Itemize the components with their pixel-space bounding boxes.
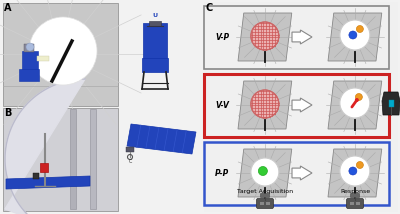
Bar <box>388 100 394 107</box>
Bar <box>37 56 49 61</box>
Circle shape <box>349 167 357 175</box>
Polygon shape <box>328 13 382 61</box>
Circle shape <box>356 162 363 168</box>
Text: Response: Response <box>340 190 370 195</box>
Bar <box>149 21 161 26</box>
Bar <box>22 51 38 71</box>
Bar <box>204 6 389 68</box>
FancyBboxPatch shape <box>256 199 274 208</box>
Bar <box>19 69 39 81</box>
Bar <box>356 202 360 205</box>
Bar <box>90 109 96 209</box>
Polygon shape <box>238 81 292 129</box>
Bar <box>3 3 118 106</box>
Polygon shape <box>292 30 312 44</box>
Circle shape <box>251 22 279 50</box>
Circle shape <box>29 17 97 85</box>
Text: B: B <box>4 108 11 118</box>
FancyBboxPatch shape <box>350 193 360 198</box>
Circle shape <box>340 20 370 50</box>
Bar <box>142 58 168 72</box>
Polygon shape <box>292 166 312 180</box>
Circle shape <box>356 25 363 33</box>
Polygon shape <box>6 176 90 189</box>
Text: P-P: P-P <box>215 168 229 177</box>
Polygon shape <box>5 79 85 214</box>
Polygon shape <box>238 13 292 61</box>
FancyBboxPatch shape <box>346 199 364 208</box>
Bar <box>3 108 118 211</box>
Polygon shape <box>382 92 400 115</box>
Text: C: C <box>205 3 212 13</box>
Polygon shape <box>127 124 196 154</box>
Circle shape <box>355 98 359 102</box>
Bar <box>260 202 264 205</box>
Bar <box>40 163 48 172</box>
Circle shape <box>258 166 267 175</box>
Text: V-P: V-P <box>215 33 229 42</box>
Polygon shape <box>328 149 382 197</box>
Circle shape <box>340 88 370 118</box>
Circle shape <box>251 90 279 118</box>
Text: Target Acquisition: Target Acquisition <box>237 190 293 195</box>
FancyBboxPatch shape <box>260 193 270 198</box>
Text: C: C <box>128 159 132 164</box>
Text: V-V: V-V <box>215 101 229 110</box>
Circle shape <box>340 156 370 186</box>
Circle shape <box>26 43 34 51</box>
Text: U: U <box>152 13 158 18</box>
Bar <box>350 202 354 205</box>
Bar <box>204 73 389 137</box>
Bar <box>204 2 398 212</box>
Circle shape <box>251 158 279 186</box>
Bar <box>24 44 34 52</box>
Polygon shape <box>292 98 312 112</box>
Text: A: A <box>4 3 12 13</box>
Bar <box>70 109 76 209</box>
Polygon shape <box>328 81 382 129</box>
Circle shape <box>355 94 362 101</box>
Bar <box>33 173 39 179</box>
Bar <box>143 23 167 59</box>
Polygon shape <box>238 149 292 197</box>
Bar <box>204 141 389 205</box>
Bar <box>266 202 270 205</box>
Bar <box>126 147 134 152</box>
Circle shape <box>349 31 357 39</box>
